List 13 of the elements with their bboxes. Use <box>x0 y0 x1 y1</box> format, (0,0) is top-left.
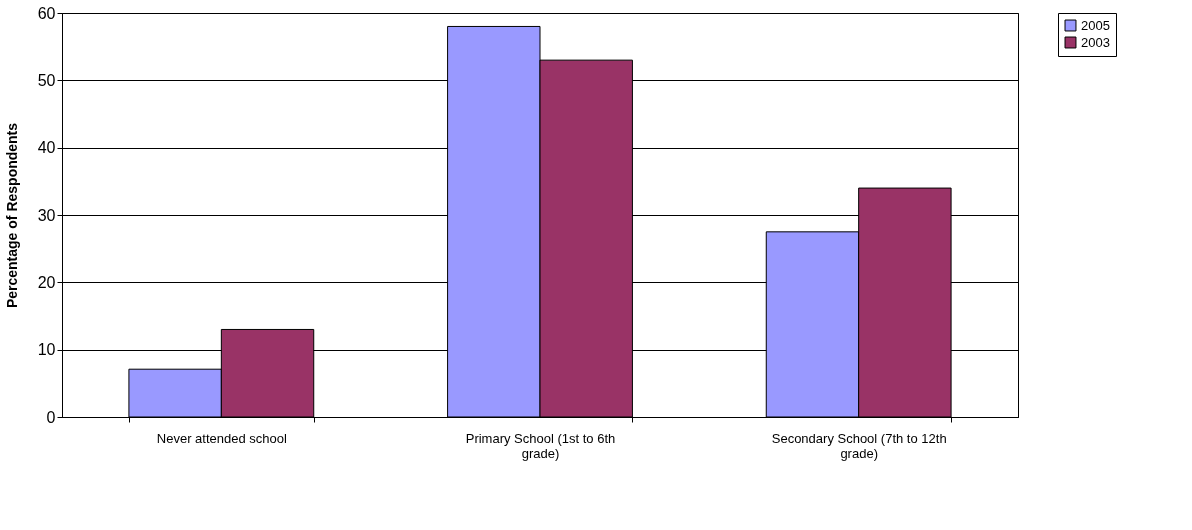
x-tick-label: Secondary School (7th to 12th grade) <box>771 430 947 461</box>
legend-label: 2005 <box>1081 17 1110 33</box>
y-tick-label: 0 <box>46 408 56 426</box>
y-tick-label: 20 <box>37 273 56 291</box>
y-tick-label: 50 <box>37 71 56 89</box>
y-tick-label: 40 <box>37 139 56 157</box>
y-tick-label: 30 <box>37 206 56 224</box>
legend-label: 2003 <box>1081 34 1110 50</box>
y-tick-label: 10 <box>37 341 56 359</box>
y-axis-title: Percentage of Respondents <box>3 122 20 309</box>
x-tick-label: Never attended school <box>156 430 287 446</box>
y-tick-label: 60 <box>37 4 56 22</box>
x-tick-label: Primary School (1st to 6th grade) <box>465 430 616 461</box>
